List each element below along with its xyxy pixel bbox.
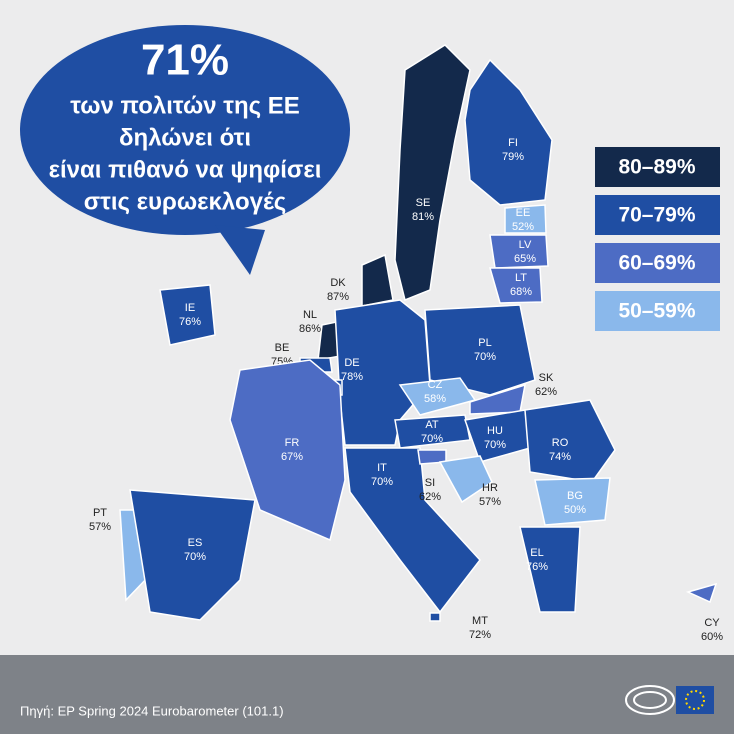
country-code: FI [508, 137, 518, 149]
country-value: 68% [510, 286, 532, 298]
country-code: DE [344, 357, 359, 369]
headline-line: δηλώνει ότι [119, 124, 251, 151]
country-code: HR [482, 482, 498, 494]
country-shape [429, 612, 441, 622]
country-shape [438, 455, 493, 504]
country-code: CY [704, 617, 720, 629]
country-code: EE [516, 207, 531, 219]
country-value: 70% [474, 351, 496, 363]
ep-logo [625, 685, 714, 715]
country-value: 52% [512, 221, 534, 233]
legend-label: 50–59% [618, 300, 695, 323]
country-code: MT [472, 615, 488, 627]
headline-line: στις ευρωεκλογές [84, 188, 287, 215]
country-shape [129, 489, 256, 621]
country-value: 57% [89, 521, 111, 533]
country-code: PT [93, 507, 107, 519]
country-shape [464, 58, 553, 206]
country-value: 72% [469, 629, 491, 641]
legend-swatch [595, 243, 720, 283]
country-shape [361, 253, 394, 307]
country-code: RO [552, 437, 569, 449]
country-code: SE [416, 197, 431, 209]
country-value: 58% [424, 393, 446, 405]
country-value: 76% [526, 561, 548, 573]
country-shape [504, 204, 547, 234]
country-value: 65% [514, 253, 536, 265]
country-value: 67% [281, 451, 303, 463]
country-code: NL [303, 309, 317, 321]
legend-swatch [595, 291, 720, 331]
country-shape [394, 414, 471, 449]
country-code: SI [425, 477, 435, 489]
legend: 80–89% 70–79% 60–69% 50–59% [595, 147, 720, 331]
country-shape [524, 399, 616, 483]
legend-swatch [595, 195, 720, 235]
country-value: 86% [299, 323, 321, 335]
country-value: 76% [179, 316, 201, 328]
source: Πηγή: EP Spring 2024 Eurobarometer (101.… [20, 703, 284, 718]
country-value: 70% [484, 439, 506, 451]
country-shape [159, 284, 216, 346]
country-value: 79% [502, 151, 524, 163]
country-shape [394, 44, 471, 302]
country-value: 70% [421, 433, 443, 445]
headline-line: είναι πιθανό να ψηφίσει [49, 156, 322, 183]
country-code: PL [478, 337, 491, 349]
country-code: BG [567, 490, 583, 502]
country-code: CZ [428, 379, 443, 391]
map: SE 81% FI 79% EE 52% LV 65% LT 68% DK 87% IE 76% NL 86%… [89, 44, 723, 643]
country-value: 62% [419, 491, 441, 503]
legend-swatch [595, 147, 720, 187]
country-value: 74% [549, 451, 571, 463]
country-shape [489, 234, 549, 269]
country-code: SK [539, 372, 554, 384]
country-value: 81% [412, 211, 434, 223]
country-value: 50% [564, 504, 586, 516]
country-code: EL [530, 547, 543, 559]
country-shape [519, 526, 581, 613]
country-code: LV [519, 239, 532, 251]
country-code: AT [425, 419, 439, 431]
country-shape [489, 267, 543, 304]
legend-label: 80–89% [618, 156, 695, 179]
country-shape [534, 477, 611, 526]
country-code: DK [330, 277, 346, 289]
country-shape [685, 582, 718, 604]
speech-bubble: 71% των πολιτών της ΕΕ δηλώνει ότι είναι… [20, 25, 350, 275]
headline-line: των πολιτών της ΕΕ [70, 92, 300, 119]
country-code: FR [285, 437, 300, 449]
country-code: IE [185, 302, 195, 314]
country-code: HU [487, 425, 503, 437]
country-value: 57% [479, 496, 501, 508]
country-value: 78% [341, 371, 363, 383]
legend-label: 70–79% [618, 204, 695, 227]
footer [0, 655, 734, 734]
country-shape [424, 304, 536, 396]
country-value: 60% [701, 631, 723, 643]
country-code: BE [275, 342, 290, 354]
country-code: IT [377, 462, 387, 474]
country-code: LT [515, 272, 527, 284]
headline-value: 71% [141, 36, 229, 85]
country-shape [229, 359, 346, 542]
country-value: 87% [327, 291, 349, 303]
country-code: ES [188, 537, 203, 549]
country-value: 62% [535, 386, 557, 398]
country-value: 70% [184, 551, 206, 563]
legend-label: 60–69% [618, 252, 695, 275]
country-value: 70% [371, 476, 393, 488]
